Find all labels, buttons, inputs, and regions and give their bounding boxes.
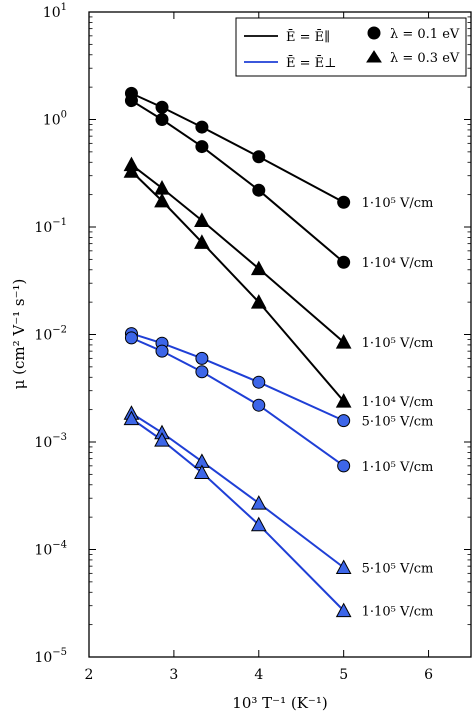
series-end-label: 5·10⁵ V/cm: [362, 562, 434, 577]
data-point-triangle: [194, 234, 210, 249]
series-end-label: 1·10⁴ V/cm: [362, 256, 434, 271]
x-tick-label: 4: [254, 667, 263, 683]
legend: Ē = Ē∥ Ē = Ē⊥ λ = 0.1 eV λ = 0.3 eV: [235, 17, 467, 77]
y-tick-label: 10−4: [34, 540, 67, 559]
data-point-circle: [252, 183, 266, 197]
data-point-triangle: [154, 432, 170, 447]
data-point-circle: [337, 414, 351, 428]
legend-marker-triangle: [366, 50, 382, 63]
legend-box: [235, 17, 467, 77]
data-point-circle: [252, 150, 266, 164]
series-markers: [123, 86, 352, 618]
data-point-circle: [337, 255, 351, 269]
data-point-triangle: [335, 559, 352, 575]
x-axis-label: 10³ T⁻¹ (K⁻¹): [232, 694, 327, 712]
legend-label-lambda-0-1: λ = 0.1 eV: [390, 27, 460, 42]
series-end-label: 1·10⁴ V/cm: [362, 395, 434, 410]
y-tick-label: 10−5: [34, 647, 67, 666]
data-point-circle: [337, 195, 351, 209]
data-point-circle: [195, 120, 209, 134]
series-line-7: [130, 417, 345, 612]
data-point-triangle: [154, 192, 170, 208]
series-end-label: 1·10⁵ V/cm: [362, 605, 434, 620]
data-point-triangle: [154, 180, 170, 195]
data-point-circle: [155, 100, 169, 114]
data-point-triangle: [194, 464, 210, 480]
series-end-label: 1·10⁵ V/cm: [362, 196, 434, 211]
data-point-triangle: [250, 260, 267, 276]
legend-label-parallel: Ē = Ē∥: [286, 29, 330, 45]
data-point-circle: [195, 140, 209, 154]
data-point-triangle: [335, 602, 352, 618]
data-point-circle: [252, 375, 266, 389]
x-tick-label: 3: [169, 667, 178, 683]
data-point-circle: [195, 365, 209, 379]
y-tick-label: 10−1: [34, 217, 67, 236]
data-point-triangle: [250, 294, 267, 309]
series-end-labels: 1·10⁵ V/cm 1·10⁴ V/cm 1·10⁵ V/cm 1·10⁴ V/cm…: [362, 196, 434, 619]
data-point-triangle: [335, 334, 352, 349]
x-tick-label: 5: [339, 667, 348, 683]
data-point-triangle: [123, 163, 140, 178]
y-axis-label: μ (cm² V⁻¹ s⁻¹): [10, 279, 28, 390]
data-point-triangle: [250, 516, 267, 532]
legend-label-lambda-0-3: λ = 0.3 eV: [390, 51, 460, 66]
data-point-circle: [337, 459, 351, 473]
y-tick-label: 10−3: [34, 432, 67, 451]
legend-marker-circle: [367, 26, 381, 40]
data-point-triangle: [335, 393, 352, 408]
y-tick-label: 10−2: [34, 325, 67, 344]
data-point-circle: [124, 94, 138, 108]
series-end-label: 5·10⁵ V/cm: [362, 415, 434, 430]
y-tick-label: 101: [43, 2, 67, 21]
x-tick-label: 2: [85, 667, 94, 683]
data-point-circle: [195, 351, 209, 365]
data-point-triangle: [250, 495, 267, 510]
data-point-circle: [155, 344, 169, 358]
data-point-triangle: [123, 410, 140, 426]
series-end-label: 1·10⁵ V/cm: [362, 460, 434, 475]
data-point-circle: [252, 398, 266, 412]
series-end-label: 1·10⁵ V/cm: [362, 336, 434, 351]
legend-label-perpendicular: Ē = Ē⊥: [286, 55, 336, 71]
x-tick-label: 6: [424, 667, 433, 683]
y-tick-label: 100: [43, 110, 67, 129]
data-point-triangle: [194, 212, 210, 227]
data-point-circle: [124, 331, 138, 345]
data-point-circle: [155, 113, 169, 126]
